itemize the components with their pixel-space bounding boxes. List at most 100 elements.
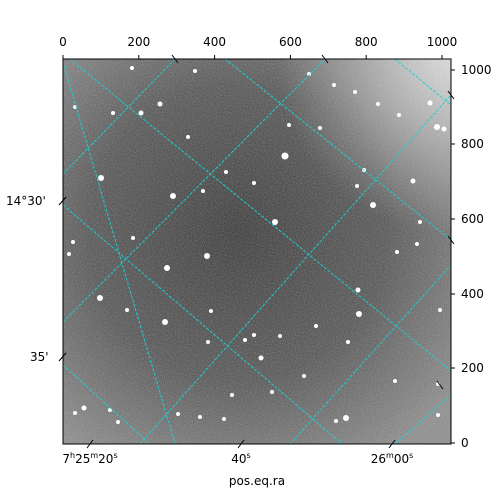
star	[332, 83, 336, 87]
right-tick-label: 400	[461, 287, 484, 301]
grid-line	[224, 59, 451, 241]
grid-edge-tick	[447, 90, 455, 100]
grid-edge-tick	[321, 54, 329, 64]
star	[170, 193, 176, 199]
star	[98, 175, 104, 181]
right-tick-label: 200	[461, 361, 484, 375]
star	[164, 265, 170, 271]
star	[125, 308, 129, 312]
star	[258, 355, 264, 361]
grid-line	[63, 364, 151, 444]
star	[370, 202, 376, 208]
star	[395, 250, 399, 254]
star	[272, 219, 278, 225]
grid-line	[289, 264, 451, 444]
star	[193, 69, 197, 73]
left-tick-label-dec-2: 35'	[30, 350, 49, 364]
star	[81, 405, 87, 411]
star	[334, 419, 338, 423]
star	[353, 90, 357, 94]
star	[71, 240, 75, 244]
star	[209, 309, 213, 313]
bottom-tick	[237, 439, 245, 449]
bottom-tick-label-ra-3: 26m00s	[370, 451, 414, 467]
star	[252, 333, 256, 337]
star	[307, 72, 311, 76]
grid-edge-tick	[436, 380, 444, 390]
grid-line	[63, 59, 326, 323]
grid-line	[394, 394, 451, 444]
star	[376, 102, 380, 106]
grid-line	[69, 59, 451, 372]
star	[418, 220, 422, 224]
star	[393, 379, 397, 383]
grid-edge-tick	[447, 235, 455, 245]
top-tick-label: 800	[354, 35, 378, 49]
star	[356, 311, 362, 317]
star	[73, 411, 77, 415]
star-field	[67, 66, 447, 424]
star	[287, 123, 291, 127]
star	[252, 181, 256, 185]
star	[222, 417, 226, 421]
bottom-tick-label-ra-1: 7h25m20s	[62, 451, 118, 467]
coordinate-grid	[63, 59, 451, 444]
star	[346, 340, 350, 344]
star	[67, 252, 71, 256]
image-frame	[62, 58, 452, 445]
star	[111, 111, 115, 115]
star	[230, 393, 234, 397]
star	[314, 324, 318, 328]
star	[186, 135, 190, 139]
grid-line	[63, 204, 343, 444]
star	[243, 338, 247, 342]
star	[355, 287, 361, 293]
top-tick-label: 0	[59, 35, 67, 49]
star	[438, 308, 442, 312]
right-tick-label: 800	[461, 137, 484, 151]
bottom-tick	[86, 439, 94, 449]
star	[116, 420, 120, 424]
star	[130, 66, 134, 70]
star	[397, 113, 401, 117]
star	[278, 334, 282, 338]
star	[415, 242, 419, 246]
star	[302, 374, 306, 378]
left-tick-label-dec-1: 14°30'	[6, 194, 46, 208]
star	[131, 236, 135, 240]
star	[318, 126, 322, 130]
star	[157, 101, 163, 107]
top-tick-label: 600	[278, 35, 302, 49]
bottom-tick-label-ra-2: 40s	[231, 451, 251, 467]
grid-line	[394, 59, 451, 106]
right-tick-label: 0	[461, 436, 469, 450]
star	[270, 390, 274, 394]
x-axis-label: pos.eq.ra	[228, 474, 286, 488]
left-tick	[58, 352, 67, 362]
right-tick-label: 600	[461, 212, 484, 226]
star	[355, 184, 359, 188]
right-tick-label: 1000	[461, 63, 492, 77]
sky-image	[63, 59, 451, 444]
star	[176, 412, 180, 416]
star	[434, 124, 440, 130]
star	[97, 295, 103, 301]
star	[441, 126, 447, 132]
top-tick-label: 1000	[426, 35, 458, 49]
grid-edge-tick	[171, 54, 179, 64]
star	[198, 415, 202, 419]
star	[206, 340, 210, 344]
grid-line	[139, 94, 451, 444]
bottom-tick	[388, 439, 396, 449]
left-tick	[58, 196, 67, 206]
axis-ticks	[58, 54, 455, 449]
star	[204, 253, 210, 259]
star	[201, 189, 205, 193]
star	[138, 110, 144, 116]
star	[436, 413, 440, 417]
top-tick-label: 200	[127, 35, 151, 49]
star	[224, 170, 228, 174]
star	[427, 100, 433, 106]
star	[343, 415, 349, 421]
